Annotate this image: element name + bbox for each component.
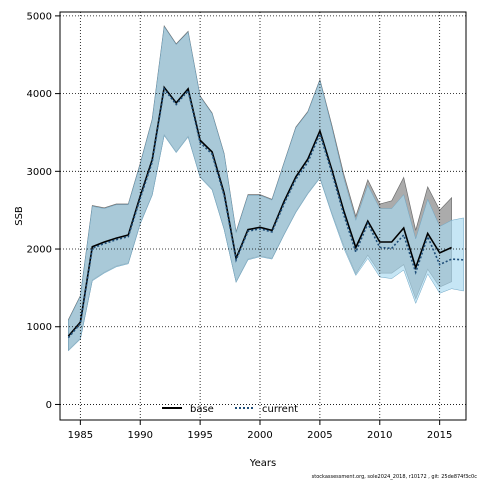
x-tick-label: 2015 bbox=[427, 430, 452, 441]
footer-credit: stockassessment.org, sole2024_2018, r101… bbox=[312, 474, 478, 480]
plot-frame bbox=[59, 11, 467, 421]
y-tick-label: 3000 bbox=[27, 167, 52, 178]
series-line-base bbox=[67, 85, 452, 337]
y-tick-label: 2000 bbox=[27, 245, 52, 256]
base-confidence-band bbox=[68, 25, 452, 351]
x-tick-label: 1985 bbox=[68, 430, 93, 441]
y-tick-label: 5000 bbox=[27, 11, 52, 22]
x-tick-label: 2000 bbox=[247, 430, 272, 441]
y-axis-title: SSB bbox=[14, 206, 25, 226]
series-line-current bbox=[67, 86, 464, 339]
confidence-bands bbox=[68, 25, 464, 352]
current-confidence-band bbox=[68, 26, 464, 352]
series-lines bbox=[67, 85, 464, 339]
y-tick-label: 0 bbox=[46, 400, 52, 411]
x-tick-label: 1995 bbox=[187, 430, 212, 441]
x-tick-label: 2005 bbox=[307, 430, 332, 441]
x-axis-title: Years bbox=[249, 458, 276, 469]
x-tick-label: 1990 bbox=[128, 430, 153, 441]
x-tick-label: 2010 bbox=[367, 430, 392, 441]
y-axis: 0 1000 2000 3000 4000 5000 bbox=[27, 11, 60, 411]
legend-current-label: current bbox=[262, 404, 298, 415]
y-tick-label: 4000 bbox=[27, 89, 52, 100]
legend-base-label: base bbox=[190, 404, 214, 415]
y-tick-label: 1000 bbox=[27, 322, 52, 333]
grid-lines bbox=[60, 12, 466, 420]
x-axis: 1985 1990 1995 2000 2005 2010 2015 bbox=[68, 420, 452, 441]
legend: base current bbox=[162, 404, 298, 415]
